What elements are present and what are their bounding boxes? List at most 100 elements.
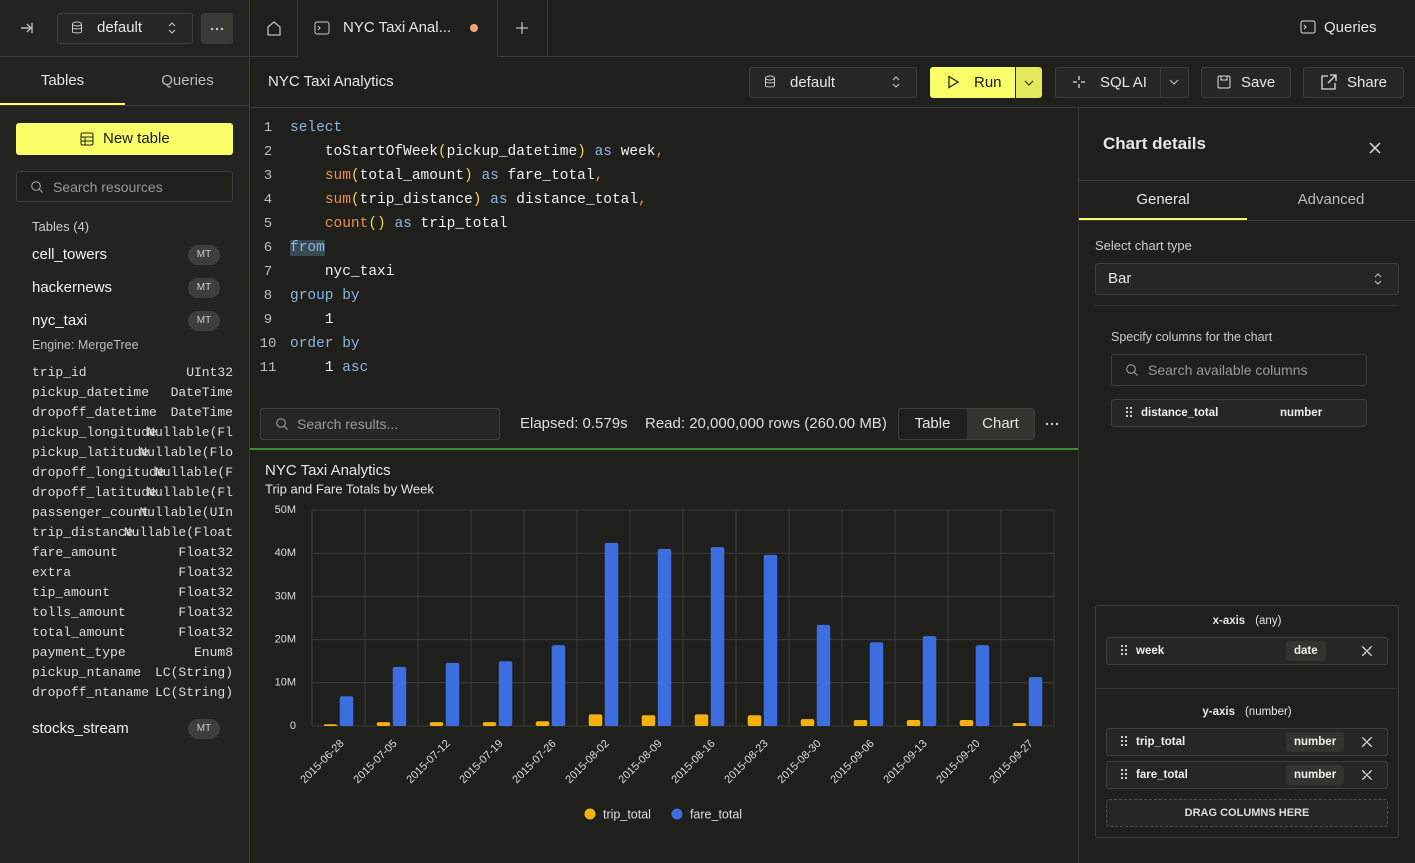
bar [658, 549, 672, 726]
column-type: Enum8 [120, 643, 233, 663]
new-tab-button[interactable] [498, 0, 548, 56]
more-button[interactable] [201, 13, 233, 44]
collapse-icon[interactable] [18, 20, 36, 36]
code-token: ) [577, 144, 586, 160]
divider [0, 105, 250, 106]
axis-heading: y-axis(number) [1095, 702, 1399, 722]
panel-tab[interactable]: Advanced [1247, 190, 1415, 210]
code-token [290, 360, 325, 376]
y-tick-label: 10M [275, 677, 296, 689]
line-number: 8 [256, 286, 280, 306]
table-name[interactable]: stocks_stream [32, 719, 129, 739]
code-token: distance_total [516, 192, 638, 208]
column-type: Nullable(UIn [120, 503, 233, 523]
column-type: number [1272, 403, 1330, 423]
code-token [290, 312, 325, 328]
unsaved-dot [470, 24, 478, 32]
line-number: 3 [256, 166, 280, 186]
column-type: Nullable(Flo [120, 443, 233, 463]
remove-button[interactable] [1362, 770, 1372, 780]
code-token: total_amount [360, 168, 464, 184]
axis-heading: x-axis(any) [1095, 611, 1399, 631]
column-type: Nullable(F [120, 463, 233, 483]
legend-swatch [585, 809, 596, 820]
code-token: trip_total [421, 216, 508, 232]
y-tick-label: 30M [275, 590, 296, 602]
line-number: 9 [256, 310, 280, 330]
y-tick-label: 0 [290, 720, 296, 732]
line-number: 10 [256, 334, 280, 354]
axis-label: y-axis [1202, 702, 1235, 722]
table-name[interactable]: hackernews [32, 278, 112, 298]
view-option[interactable]: Table [898, 414, 967, 434]
drag-handle [1120, 768, 1128, 780]
code-line: select [290, 118, 342, 138]
bar [605, 543, 619, 726]
sql-ai-label: SQL AI [1100, 73, 1147, 93]
drag-handle [1120, 644, 1128, 656]
run-options[interactable] [1016, 67, 1042, 98]
chart-type-select[interactable] [1095, 263, 1399, 295]
code-token [290, 168, 325, 184]
query-name: NYC Taxi Analytics [268, 72, 394, 92]
chevron[interactable] [1166, 75, 1182, 89]
queries-icon [1300, 20, 1316, 34]
code-token: , [656, 144, 665, 160]
chevron [1372, 271, 1384, 287]
column-type: Nullable(Float [120, 523, 233, 543]
column-name: week [1136, 641, 1164, 661]
field-label: Select chart type [1095, 236, 1192, 256]
code-token: 1 [325, 360, 334, 376]
queries-link[interactable]: Queries [1324, 18, 1377, 38]
search-icon [275, 417, 289, 431]
db-icon [764, 75, 776, 89]
code-token: , [638, 192, 647, 208]
bar [801, 719, 815, 726]
more-button[interactable] [1043, 418, 1061, 430]
drop-zone[interactable]: DRAG COLUMNS HERE [1106, 799, 1388, 827]
code-token [290, 264, 325, 280]
bar [642, 715, 656, 726]
divider [1160, 67, 1161, 98]
close-button[interactable] [1367, 140, 1383, 156]
code-token: as [595, 144, 612, 160]
column-type: DateTime [120, 383, 233, 403]
code-line: nyc_taxi [290, 262, 394, 282]
code-token: as [394, 216, 411, 232]
view-option[interactable]: Chart [967, 414, 1034, 434]
x-tick-label: 2015-09-27 [987, 738, 1035, 786]
run-label: Run [974, 73, 1002, 93]
code-line: toStartOfWeek(pickup_datetime) as week, [290, 142, 664, 162]
x-tick-label: 2015-08-30 [775, 738, 823, 786]
code-token: order [290, 336, 334, 352]
column-type: Float32 [120, 623, 233, 643]
column-type: UInt32 [120, 363, 233, 383]
panel-tab[interactable]: General [1079, 190, 1247, 210]
remove-button[interactable] [1362, 737, 1372, 747]
play-icon [946, 75, 960, 89]
table-name[interactable]: nyc_taxi [32, 311, 87, 331]
code-token [508, 192, 517, 208]
home-tab[interactable] [250, 0, 298, 56]
engine-badge: MT [188, 311, 220, 331]
code-token: ( [351, 192, 360, 208]
line-number: 11 [256, 358, 280, 378]
x-tick-label: 2015-08-09 [616, 738, 664, 786]
x-tick-label: 2015-08-23 [722, 738, 770, 786]
code-token: , [595, 168, 604, 184]
table-name[interactable]: cell_towers [32, 245, 107, 265]
run-button[interactable] [930, 67, 1015, 98]
bar [907, 720, 921, 726]
sidebar-tab[interactable]: Queries [125, 71, 250, 91]
code-line: sum(trip_distance) as distance_total, [290, 190, 647, 210]
x-tick-label: 2015-08-02 [563, 738, 611, 786]
tables-heading: Tables (4) [32, 217, 89, 237]
chart-subtitle: Trip and Fare Totals by Week [265, 481, 434, 496]
sidebar-tab[interactable]: Tables [0, 71, 125, 91]
remove-button[interactable] [1362, 646, 1372, 656]
code-token [334, 360, 343, 376]
code-token: sum [325, 168, 351, 184]
divider [1095, 305, 1399, 306]
column-type: LC(String) [120, 663, 233, 683]
